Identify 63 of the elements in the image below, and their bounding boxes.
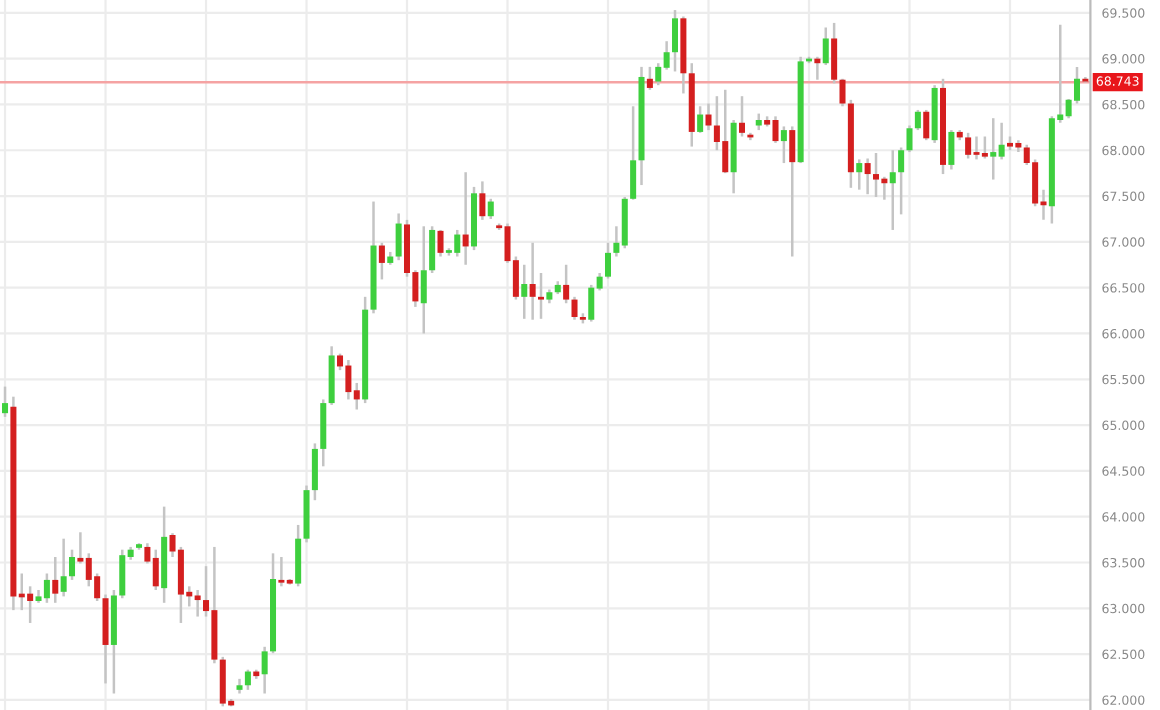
candlestick: [822, 26, 829, 67]
candlestick: [839, 77, 846, 108]
candlestick: [43, 572, 50, 605]
candlestick: [906, 124, 913, 154]
candlestick: [538, 271, 545, 321]
candlestick: [981, 135, 988, 160]
candlestick: [2, 385, 9, 419]
candlestick: [605, 241, 612, 280]
candlestick: [345, 358, 352, 401]
candlestick: [194, 588, 201, 618]
candlestick: [998, 121, 1005, 161]
candlestick: [521, 263, 528, 321]
candlestick: [69, 548, 76, 582]
candlestick: [923, 108, 930, 142]
candlestick: [278, 555, 285, 588]
candlestick: [630, 105, 637, 201]
candlestick: [437, 228, 444, 258]
candlestick: [621, 195, 628, 250]
candlestick: [772, 115, 779, 145]
candlestick: [705, 102, 712, 132]
candlestick: [831, 21, 838, 85]
candlestick: [914, 108, 921, 132]
candlestick: [973, 135, 980, 161]
candlestick: [27, 585, 34, 625]
candlestick: [395, 212, 402, 262]
candlestick: [454, 228, 461, 258]
candlestick: [563, 263, 570, 305]
candlestick: [60, 537, 67, 598]
candlestick: [244, 668, 251, 692]
candlestick: [738, 94, 746, 138]
candlestick: [261, 645, 268, 695]
candlestick: [864, 157, 871, 196]
candlestick: [378, 241, 385, 281]
candlestick: [889, 149, 896, 232]
candlestick: [990, 116, 997, 181]
candlestick: [722, 88, 729, 175]
candlestick: [948, 128, 955, 171]
candlestick: [295, 523, 302, 588]
candlestick: [462, 170, 469, 267]
candlestick: [311, 442, 318, 502]
candlestick: [898, 146, 905, 216]
candlestick: [965, 131, 972, 160]
candlestick: [697, 105, 704, 135]
candlestick: [529, 241, 536, 321]
candlestick: [588, 283, 595, 323]
candlestick: [872, 151, 880, 199]
candlestick: [780, 125, 787, 165]
candlestick: [429, 225, 436, 275]
candlestick: [152, 548, 159, 592]
candlestick: [219, 655, 226, 708]
candlestick: [102, 593, 109, 685]
candlestick: [320, 398, 327, 468]
candlestick: [789, 125, 796, 258]
candlestick: [856, 158, 863, 191]
candlestick: [52, 555, 59, 605]
candlestick: [328, 345, 335, 407]
candlestick: [119, 548, 126, 600]
candlestick: [479, 180, 486, 222]
candlestick: [571, 295, 578, 321]
candlestick: [487, 197, 494, 221]
candlestick: [671, 8, 679, 73]
candlestick: [420, 225, 427, 335]
candlestick: [646, 65, 653, 92]
